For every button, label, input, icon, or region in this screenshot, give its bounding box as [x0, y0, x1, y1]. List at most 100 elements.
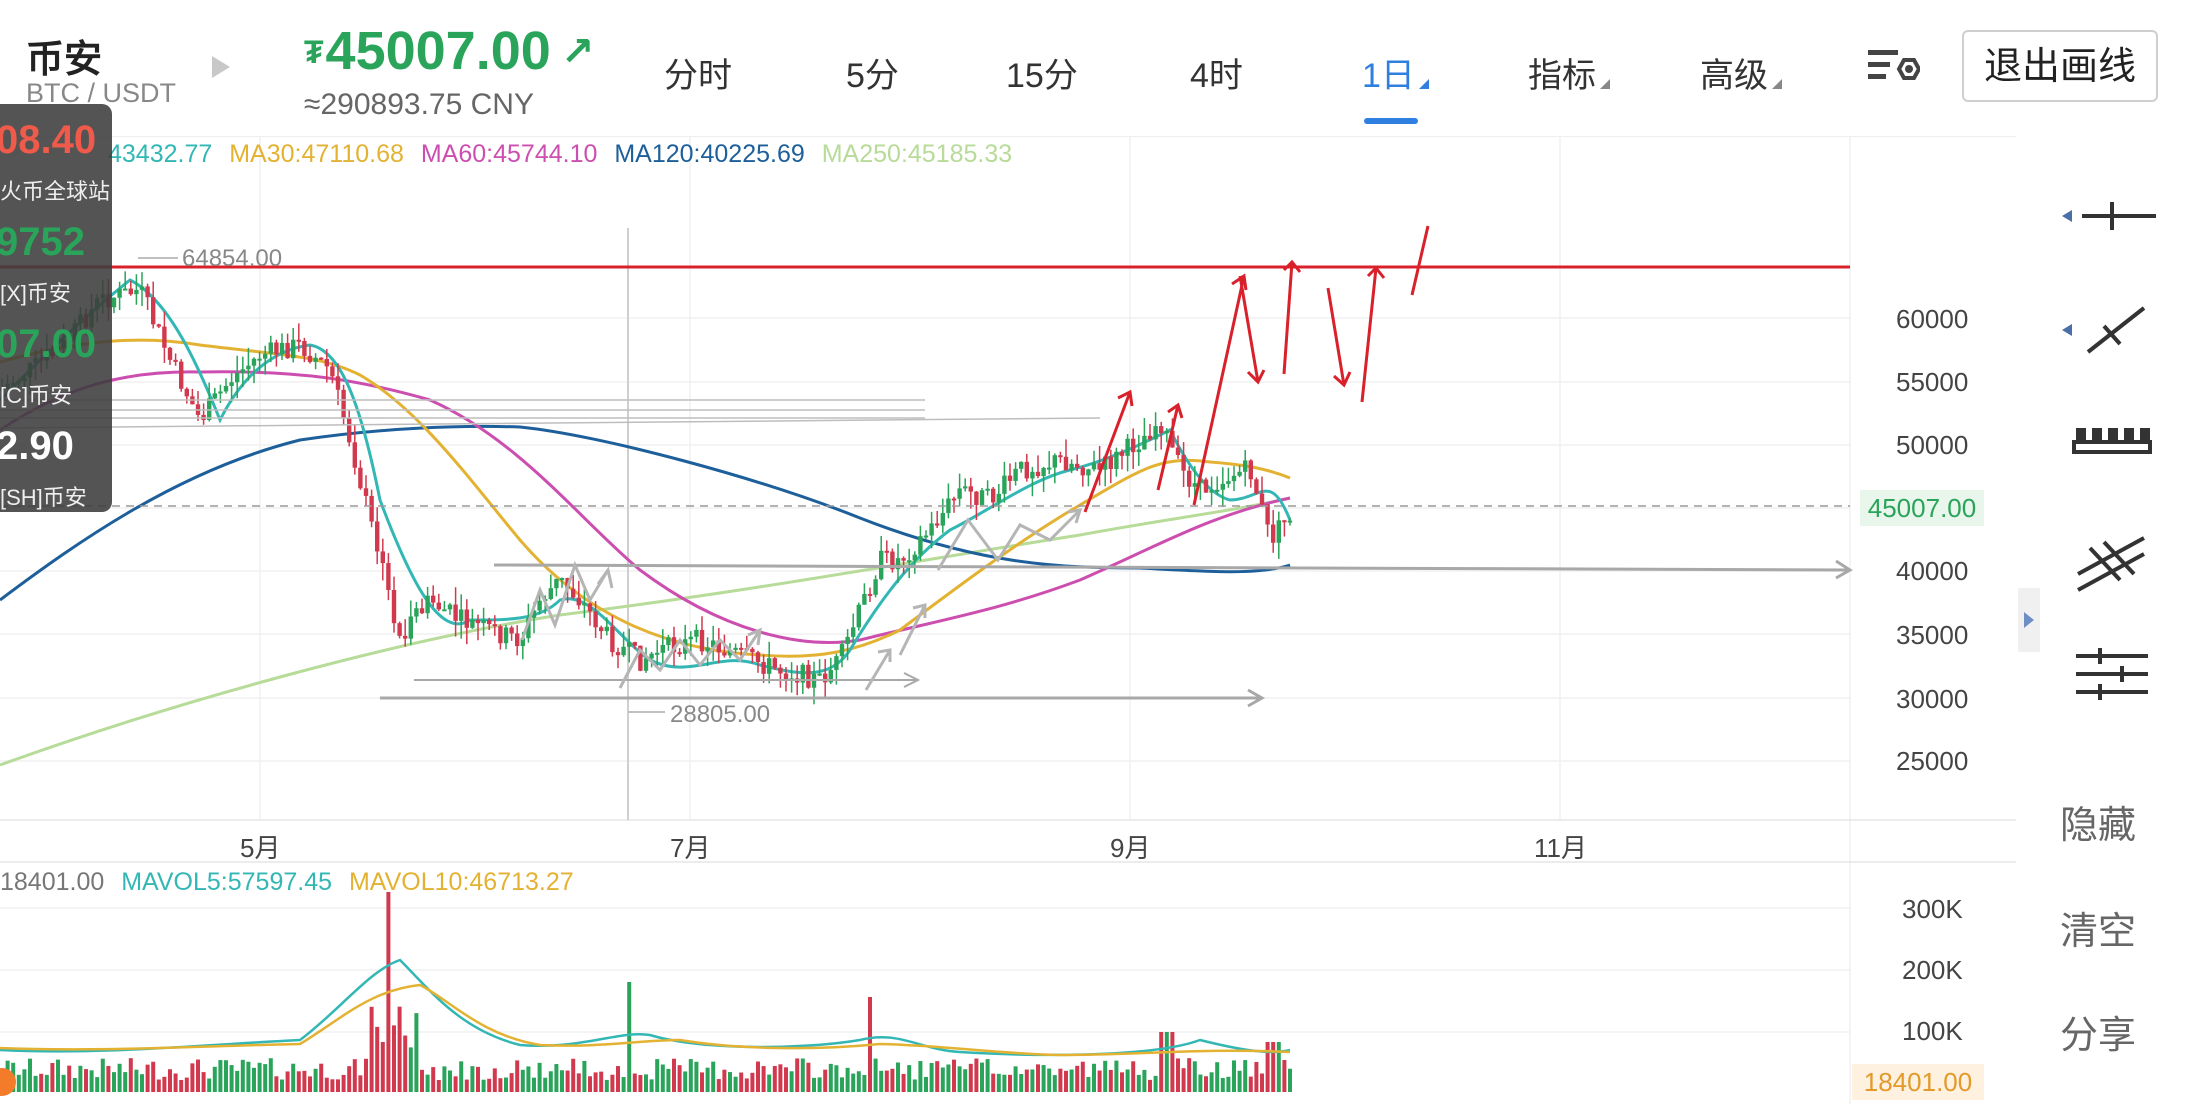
- collapse-toolbar-icon[interactable]: [2018, 588, 2040, 652]
- tab-4h[interactable]: 4时: [1190, 48, 1243, 97]
- tab-5min[interactable]: 5分: [846, 48, 899, 97]
- candle-body: [537, 600, 542, 611]
- candle-body: [324, 358, 329, 367]
- chart-settings-icon[interactable]: [1866, 46, 1920, 90]
- volume-bar: [733, 1076, 738, 1092]
- volume-bar: [672, 1058, 676, 1092]
- volume-bar: [1136, 1074, 1141, 1092]
- candle-body: [559, 578, 565, 581]
- parallel-channel-tool-icon[interactable]: [2060, 530, 2160, 594]
- ma60-line: [0, 370, 1291, 644]
- candle-body: [632, 642, 637, 646]
- candle-body: [492, 624, 497, 627]
- volume-bar: [649, 1079, 654, 1092]
- trend-line-tool-icon[interactable]: [2060, 300, 2160, 360]
- candle-body: [1164, 430, 1169, 434]
- candle-body: [761, 661, 766, 674]
- volume-bar: [1187, 1058, 1192, 1092]
- volume-bar: [408, 1047, 413, 1092]
- volume-bar: [1002, 1074, 1007, 1092]
- share-button[interactable]: 分享: [2060, 1015, 2137, 1057]
- ma60-value: MA60:45744.10: [420, 140, 598, 168]
- ma30-line: [0, 338, 1291, 658]
- horizontal-line-tool-icon[interactable]: [2060, 190, 2160, 250]
- volume-bar: [44, 1074, 49, 1092]
- fib-lines-tool-icon[interactable]: [2060, 644, 2160, 704]
- candle-body: [727, 649, 733, 656]
- candle-body: [302, 341, 307, 356]
- candle-body: [783, 673, 789, 680]
- volume-bar: [1237, 1070, 1242, 1092]
- volume-bar: [22, 1069, 27, 1092]
- volume-bar: [1248, 1076, 1253, 1092]
- volume-bar: [644, 1074, 648, 1092]
- volume-bar: [694, 1061, 699, 1092]
- volume-bar: [1198, 1074, 1203, 1092]
- y-tick-30000: 30000: [1896, 684, 1969, 714]
- candle-body: [867, 593, 873, 596]
- volume-bar: [252, 1067, 256, 1092]
- candle-body: [621, 646, 626, 656]
- candle-body: [134, 289, 139, 295]
- candle-body: [750, 648, 755, 653]
- candle-body: [1024, 461, 1029, 479]
- candle-body: [1181, 455, 1186, 471]
- volume-bar: [218, 1060, 223, 1092]
- tab-15min[interactable]: 15分: [1006, 48, 1078, 97]
- volume-bar: [817, 1077, 822, 1092]
- candle-body: [1075, 463, 1080, 468]
- tab-indicators[interactable]: 指标: [1528, 48, 1610, 97]
- volume-bar: [700, 1072, 704, 1092]
- tab-1d[interactable]: 1日: [1362, 48, 1429, 97]
- volume-bar: [520, 1069, 525, 1092]
- play-icon[interactable]: [212, 56, 230, 78]
- candle-body: [800, 664, 805, 683]
- volume-bar: [1131, 1061, 1136, 1092]
- volume-bar: [341, 1074, 346, 1092]
- volume-bar: [548, 1071, 553, 1092]
- candle-body: [319, 357, 324, 360]
- ruler-tool-icon[interactable]: [2060, 414, 2160, 474]
- tab-advanced[interactable]: 高级: [1700, 48, 1782, 97]
- volume-bar: [117, 1063, 122, 1092]
- volume-bar: [1254, 1061, 1259, 1092]
- candle-body: [251, 358, 257, 366]
- candle-body: [1091, 463, 1097, 470]
- candle-body: [1175, 447, 1181, 456]
- volume-bar: [364, 1058, 368, 1092]
- hide-drawings-button[interactable]: 隐藏: [2060, 805, 2137, 847]
- exchange-compare-overlay[interactable]: 08.40 火币全球站 9752 [X]币安 07.00 [C]币安 2.90 …: [0, 104, 112, 512]
- candle-body: [179, 361, 184, 389]
- candle-body: [571, 588, 576, 598]
- candle-body: [772, 658, 777, 668]
- volume-legend: 18401.00 MAVOL5:57597.45 MAVOL10:46713.2…: [0, 868, 584, 897]
- volume-bar: [1019, 1074, 1024, 1092]
- candle-body: [851, 627, 856, 637]
- candle-body: [1287, 520, 1293, 523]
- candlestick-chart[interactable]: 64854.00 28805.00: [0, 0, 2016, 1104]
- candle-body: [755, 652, 761, 662]
- candle-body: [1002, 475, 1007, 494]
- candle-body: [419, 608, 425, 614]
- volume-bar: [621, 1077, 626, 1092]
- candle-body: [694, 629, 699, 637]
- overlay-exchange-3: [C]币安: [0, 383, 73, 408]
- volume-bar: [756, 1061, 760, 1092]
- chart-grid: [0, 136, 2016, 1104]
- candle-body: [985, 488, 990, 491]
- candle-body: [223, 385, 229, 392]
- candle-body: [173, 359, 178, 362]
- volume-bar: [1265, 1042, 1270, 1092]
- volume-bar: [336, 1079, 340, 1092]
- clear-drawings-button[interactable]: 清空: [2060, 911, 2137, 953]
- candle-body: [123, 288, 128, 291]
- ma5-line: [0, 278, 1292, 675]
- ma30-value: MA30:47110.68: [229, 140, 404, 168]
- volume-bar: [347, 1066, 352, 1092]
- volume-bar: [823, 1069, 828, 1092]
- x-tick-sep: 9月: [1110, 833, 1151, 863]
- exit-drawing-button[interactable]: 退出画线: [1962, 30, 2158, 102]
- tab-fenshi[interactable]: 分时: [664, 48, 732, 97]
- candle-body: [671, 637, 677, 653]
- candle-body: [453, 604, 458, 621]
